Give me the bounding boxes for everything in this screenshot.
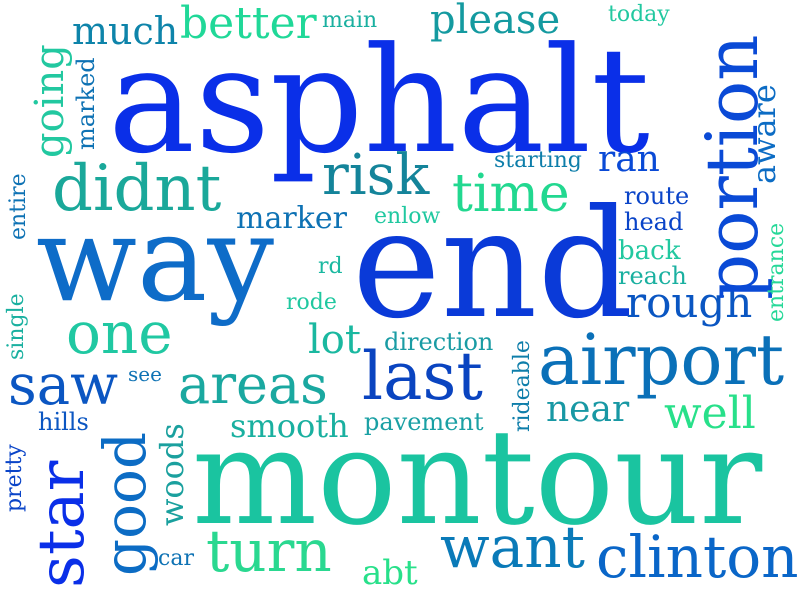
word-entrance: entrance (764, 222, 789, 322)
word-pretty: pretty (2, 444, 27, 512)
word-entire: entire (6, 173, 31, 240)
word-risk: risk (322, 143, 430, 208)
word-star: star (25, 460, 99, 588)
word-marked: marked (72, 57, 100, 150)
word-saw: saw (8, 353, 119, 418)
word-better: better (180, 0, 317, 49)
word-rd: rd (318, 254, 343, 279)
word-smooth: smooth (230, 407, 349, 445)
word-rode: rode (286, 290, 337, 315)
word-montour: montour (192, 401, 763, 555)
word-way: way (36, 190, 275, 328)
word-aware: aware (745, 84, 783, 184)
word-clinton: clinton (596, 523, 799, 591)
word-didnt: didnt (52, 152, 222, 226)
word-see: see (128, 362, 162, 386)
word-end: end (352, 178, 634, 352)
word-pavement: pavement (364, 408, 484, 436)
word-areas: areas (178, 353, 328, 416)
word-asphalt: asphalt (108, 16, 650, 186)
word-today: today (608, 2, 670, 27)
word-starting: starting (494, 148, 582, 173)
word-marker: marker (236, 201, 347, 236)
word-please: please (430, 0, 561, 43)
word-turn: turn (206, 517, 332, 585)
word-rideable: rideable (510, 340, 535, 432)
word-rough: rough (626, 278, 753, 327)
word-going: going (27, 44, 73, 158)
word-near: near (546, 389, 630, 430)
word-direction: direction (384, 328, 494, 356)
word-lot: lot (308, 317, 361, 363)
word-enlow: enlow (374, 204, 441, 229)
word-hills: hills (38, 408, 89, 436)
word-time: time (452, 164, 570, 224)
word-well: well (664, 388, 756, 439)
word-route: route (624, 182, 690, 210)
word-car: car (158, 546, 194, 571)
word-one: one (66, 299, 173, 367)
word-want: want (440, 513, 585, 581)
word-head: head (624, 208, 684, 236)
word-main: main (322, 8, 378, 33)
word-much: much (72, 9, 179, 53)
word-woods: woods (153, 423, 191, 526)
word-good: good (91, 431, 159, 576)
word-last: last (362, 338, 483, 415)
word-back: back (618, 236, 681, 266)
word-abt: abt (362, 553, 418, 593)
word-airport: airport (538, 319, 785, 401)
word-ran: ran (598, 139, 660, 180)
word-single: single (4, 293, 29, 360)
word-reach: reach (618, 262, 687, 290)
